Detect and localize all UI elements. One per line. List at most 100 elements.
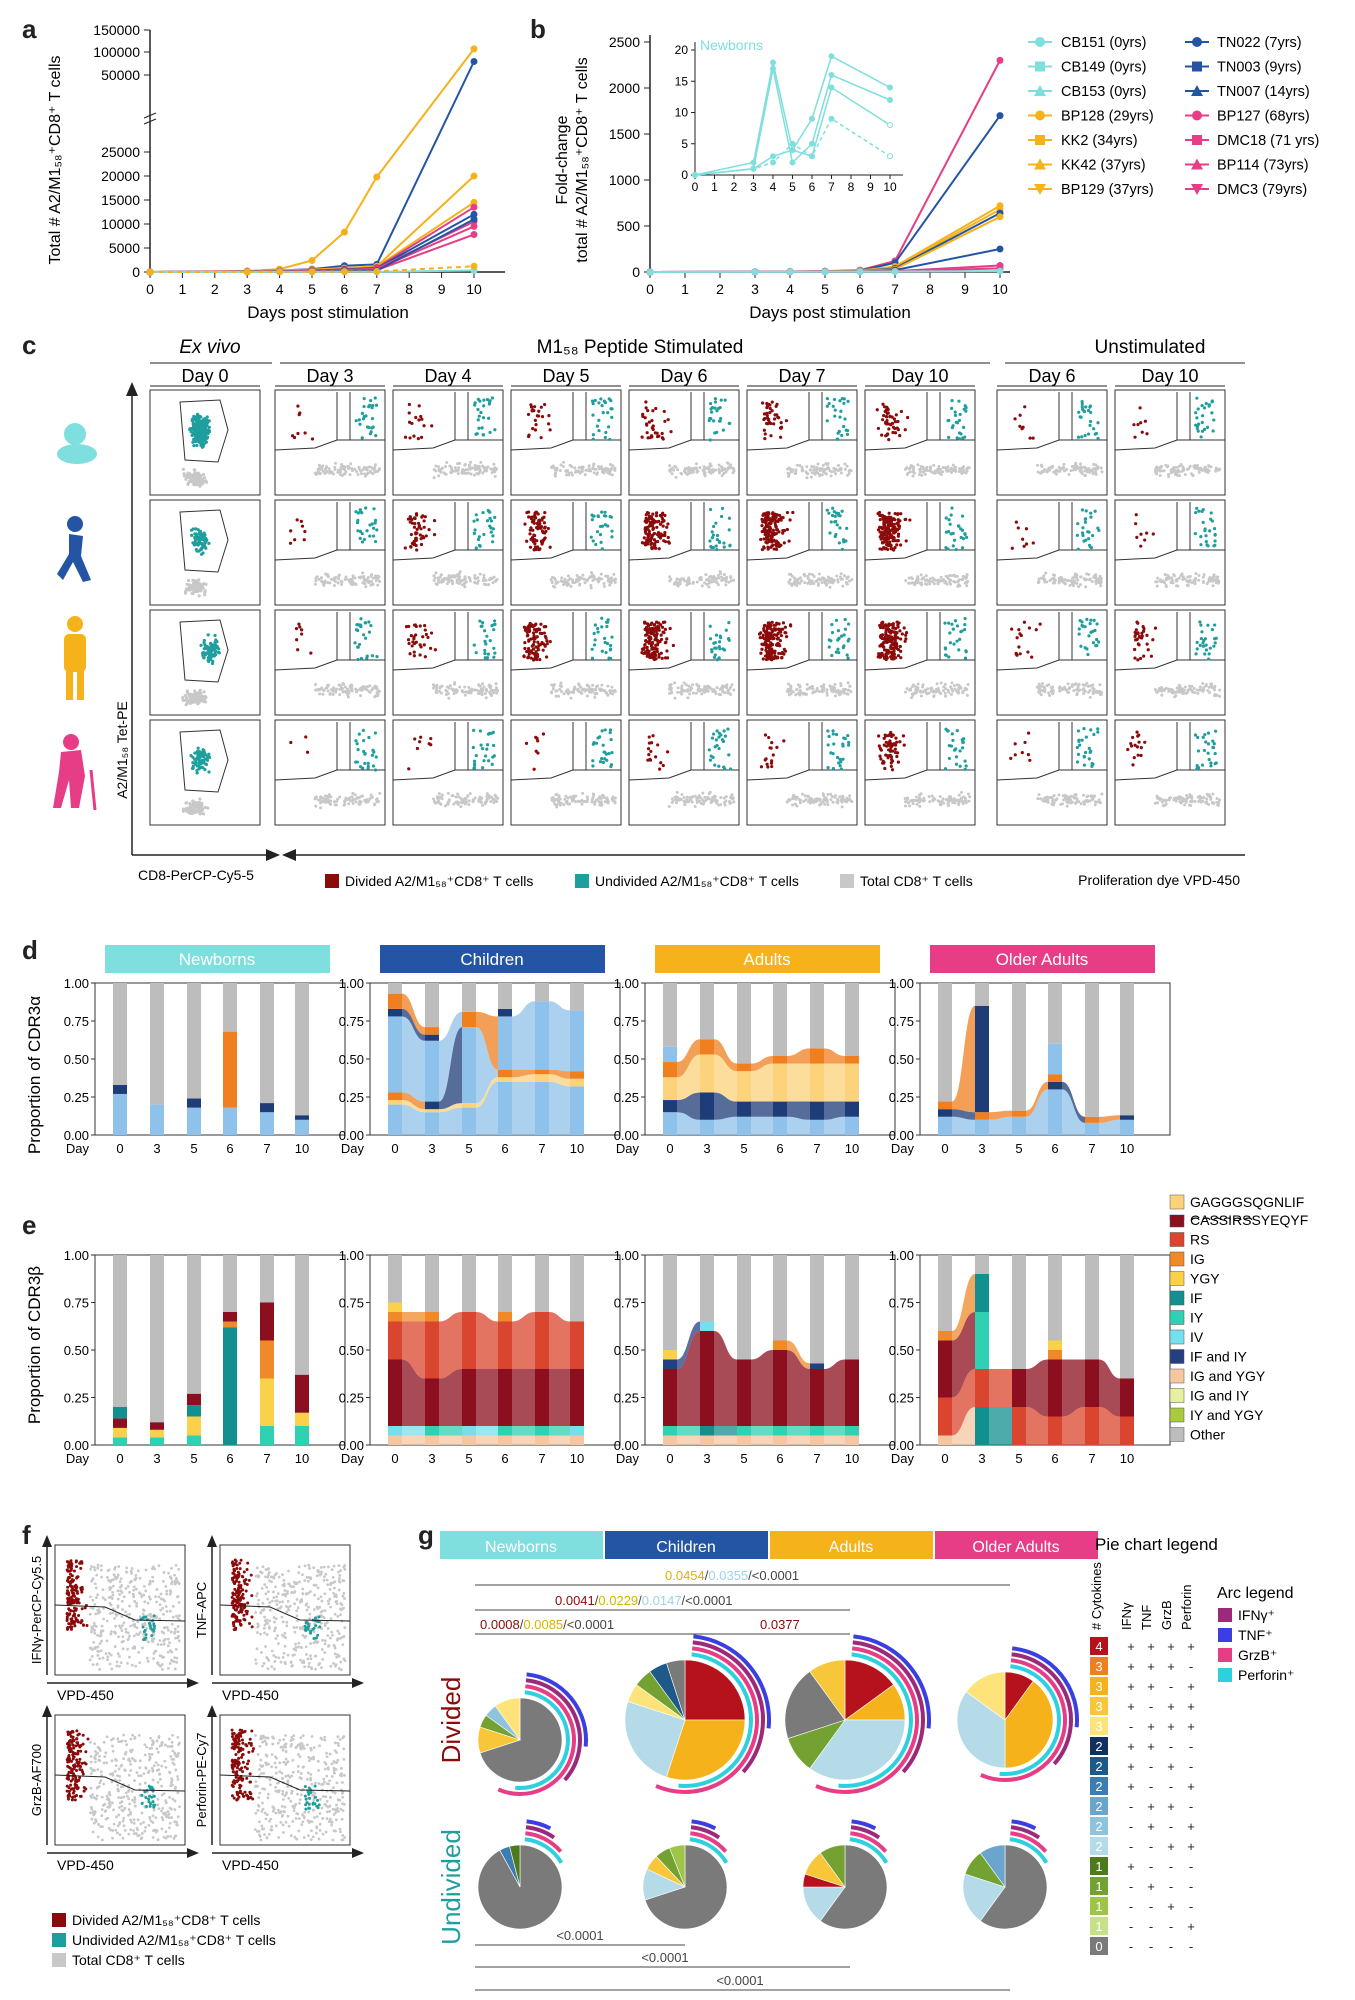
alluvial-flow	[787, 1063, 810, 1102]
alluvial-flow	[952, 1274, 975, 1341]
arc-legend-entry: TNF⁺	[1238, 1627, 1273, 1643]
alluvial-bar-segment	[938, 1340, 952, 1398]
panel-c-day: Day 4	[424, 366, 471, 386]
alluvial-flow	[824, 1101, 845, 1120]
flow-plot	[628, 609, 740, 716]
alluvial-flow	[952, 1005, 975, 1113]
pie-legend-swatch	[1090, 1657, 1108, 1675]
panel-g-pval-single: 0.0377	[760, 1617, 800, 1632]
panel-a-xtick: 8	[405, 281, 413, 297]
flow-plot	[1114, 389, 1226, 496]
panel-c-legend-swatch	[575, 874, 589, 888]
alluvial-bar-segment	[425, 1027, 439, 1035]
pie-legend-cell: +	[1127, 1639, 1135, 1654]
alluvial-bar-segment	[187, 1435, 201, 1445]
pie-legend-swatch	[1090, 1677, 1108, 1695]
alluvial-flow	[824, 1048, 845, 1064]
alluvial-flow	[512, 1426, 535, 1436]
panel-b-letter: b	[530, 14, 546, 44]
alluvial-bar-other	[1120, 1255, 1134, 1379]
alluvial-bar-segment	[535, 1312, 549, 1369]
alluvial-bar-segment	[975, 1312, 989, 1369]
pie-slice	[979, 1844, 1006, 1888]
alluvial-bar-segment	[260, 1378, 274, 1426]
pie-arc	[1009, 1837, 1049, 1864]
panel-a-ytick-high: 50000	[101, 67, 140, 83]
panel-f-yaxis: Perforin-PE-Cy7	[194, 1733, 209, 1828]
alluvial-bar-segment	[773, 1435, 787, 1445]
alluvial-flow	[714, 1426, 737, 1436]
alluvial-flow	[677, 1426, 700, 1436]
alluvial-flow	[677, 1092, 700, 1120]
panel-g-group-label: Children	[656, 1539, 716, 1556]
panel-d-letter: d	[22, 935, 38, 965]
alluvial-flow	[952, 1109, 975, 1120]
panel-b-point	[646, 268, 654, 276]
panel-f-yaxis: TNF-APC	[194, 1582, 209, 1638]
alluvial-flow	[439, 1011, 462, 1102]
alluvial-flow	[1099, 1115, 1120, 1123]
pie-arc	[690, 1825, 721, 1840]
panel-a-point	[276, 268, 284, 276]
alluvial-ytick: 1.00	[614, 1248, 639, 1263]
panel-b-inset-point	[770, 59, 776, 66]
panel-b-series	[646, 56, 1004, 276]
panel-b-inset-ytick: 20	[675, 43, 689, 57]
panel-c-legend-entry: Undivided A2/M1₅₈⁺CD8⁺ T cells	[595, 873, 799, 889]
panel-b-ylabel-2: total # A2/M1₅₈⁺CD8⁺ T cells	[574, 57, 591, 262]
alluvial-bar-segment	[388, 993, 402, 1009]
panel-b-inset-xtick: 3	[750, 180, 757, 194]
pie-legend-cell: 2	[1095, 1779, 1102, 1794]
legend-marker	[1034, 158, 1046, 170]
panel-f-xaxis: VPD-450	[57, 1687, 114, 1703]
legend-ab-entry: KK42 (37yrs)	[1061, 158, 1146, 174]
flow-plot	[274, 389, 386, 496]
panel-b-xtick: 4	[786, 281, 794, 297]
alluvial-ytick: 0.00	[614, 1128, 639, 1143]
flow-plot	[864, 609, 976, 716]
alluvial-bar-segment	[388, 1100, 402, 1105]
alluvial-bar-segment	[773, 1101, 787, 1117]
panel-b-inset-point	[828, 115, 835, 122]
alluvial-bar-other	[1120, 983, 1134, 1116]
alluvial-flow	[476, 1435, 498, 1445]
alluvial-bar-segment	[773, 1116, 787, 1135]
panel-c-day: Day 10	[891, 366, 948, 386]
pie-legend-title: Pie chart legend	[1095, 1535, 1218, 1554]
alluvial-day-tick: 7	[813, 1141, 820, 1156]
panel-a-ytick: 25000	[101, 144, 140, 160]
alluvial-day-tick: 6	[1051, 1141, 1058, 1156]
alluvial-bar-segment	[498, 1069, 512, 1078]
pie-legend-swatch	[1090, 1797, 1108, 1815]
alluvial-bar-segment	[1085, 1116, 1099, 1123]
alluvial-bar-other	[845, 983, 859, 1056]
flow-plot	[864, 499, 976, 606]
alluvial-flow	[1026, 1081, 1048, 1117]
alluvial-bar-segment	[570, 1435, 584, 1445]
alluvial-bar-segment	[388, 1302, 402, 1312]
alluvial-ytick: 0.75	[614, 1014, 639, 1029]
alluvial-legend-swatch	[1169, 1388, 1185, 1403]
alluvial-bar-segment	[535, 1001, 549, 1070]
panel-f-letter: f	[22, 1520, 31, 1550]
panel-f-flow: IFNγ-PerCP-Cy5.5VPD-450TNF-APCVPD-450Grz…	[29, 1535, 364, 1968]
pie-legend-cell: -	[1189, 1739, 1193, 1754]
panel-f-plot: Perforin-PE-Cy7 VPD-450	[194, 1705, 364, 1873]
pie-arc	[690, 1831, 728, 1853]
alluvial-bar-segment	[810, 1426, 824, 1436]
alluvial-bar-other	[663, 1255, 677, 1350]
pie-legend-swatch	[1090, 1877, 1108, 1895]
alluvial-day-tick: 10	[295, 1451, 309, 1466]
pie-legend-cell: -	[1189, 1759, 1193, 1774]
pie-legend-cell: +	[1127, 1859, 1135, 1874]
pie-slice	[666, 1719, 746, 1781]
alluvial-bar-segment	[700, 1119, 714, 1135]
pie-legend-swatch	[1090, 1637, 1108, 1655]
pie-arc	[515, 1690, 570, 1790]
pie-legend-cell: -	[1149, 1699, 1153, 1714]
alluvial-bar-segment	[223, 1327, 237, 1445]
